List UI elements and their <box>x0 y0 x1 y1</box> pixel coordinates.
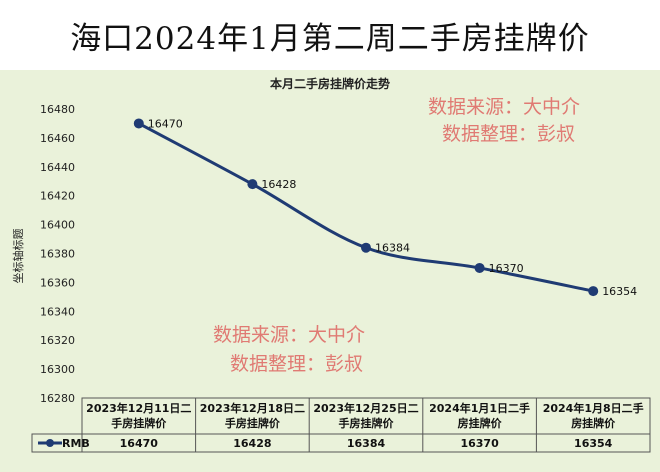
data-label: 16428 <box>261 178 296 191</box>
y-tick-label: 16480 <box>40 103 75 116</box>
table-value: 16470 <box>120 437 159 450</box>
series-rmb <box>133 118 599 297</box>
watermark-source: 数据来源：大中介 <box>428 96 580 118</box>
data-label: 16370 <box>489 262 524 275</box>
category-label: 2024年1月8日二手 <box>543 401 644 415</box>
data-label: 16384 <box>375 242 410 255</box>
y-tick-label: 16380 <box>40 248 75 261</box>
data-point <box>133 118 144 129</box>
category-label: 手房挂牌价 <box>339 416 395 430</box>
y-axis-ticks: 16280 16300 16320 16340 16360 16380 16400 16420… <box>40 103 75 405</box>
category-label: 手房挂牌价 <box>225 416 281 430</box>
watermark-source: 数据来源：大中介 <box>213 324 365 346</box>
category-label: 房挂牌价 <box>571 416 616 430</box>
category-label: 2023年12月11日二 <box>86 401 191 415</box>
table-value: 16354 <box>574 437 613 450</box>
y-tick-label: 16440 <box>40 161 75 174</box>
y-tick-label: 16360 <box>40 276 75 289</box>
y-axis-title: 坐标轴标题 <box>11 229 25 284</box>
y-tick-label: 16420 <box>40 190 75 203</box>
banner: 海口2024年1月第二周二手房挂牌价 <box>0 0 660 70</box>
data-point <box>361 242 371 253</box>
table-value: 16370 <box>460 437 499 450</box>
table-value: 16384 <box>347 437 386 450</box>
table-value: 16428 <box>233 437 271 450</box>
chart-title: 本月二手房挂牌价走势 <box>270 76 390 91</box>
data-point <box>474 262 485 273</box>
legend-label: RMB <box>62 437 90 450</box>
category-label: 2023年12月18日二 <box>200 401 305 415</box>
data-labels: 16470 16428 16384 16370 16354 <box>148 117 637 298</box>
data-table: 2023年12月11日二手房挂牌价164702023年12月18日二手房挂牌价1… <box>31 397 651 453</box>
watermark-editor: 数据整理：彭叔 <box>442 123 575 145</box>
data-point <box>588 286 599 297</box>
watermark-editor: 数据整理：彭叔 <box>230 353 363 375</box>
y-tick-label: 16280 <box>40 392 75 405</box>
data-label: 16470 <box>148 117 183 130</box>
category-label: 房挂牌价 <box>458 416 503 430</box>
y-tick-label: 16460 <box>40 132 75 145</box>
data-point <box>247 179 258 190</box>
chart-panel: 本月二手房挂牌价走势 坐标轴标题 16280 16300 16320 16340 163… <box>0 70 660 472</box>
y-tick-label: 16320 <box>40 334 75 347</box>
series-line <box>138 122 594 293</box>
y-tick-label: 16300 <box>40 363 75 376</box>
banner-title: 海口2024年1月第二周二手房挂牌价 <box>70 20 590 57</box>
y-tick-label: 16400 <box>40 219 75 232</box>
data-label: 16354 <box>602 285 637 298</box>
y-tick-label: 16340 <box>40 305 75 318</box>
category-label: 手房挂牌价 <box>111 416 167 430</box>
line-chart: 本月二手房挂牌价走势 坐标轴标题 16280 16300 16320 16340 163… <box>11 76 651 453</box>
category-label: 2024年1月1日二手 <box>429 401 530 415</box>
category-label: 2023年12月25日二 <box>313 401 418 415</box>
legend-marker <box>46 439 54 447</box>
